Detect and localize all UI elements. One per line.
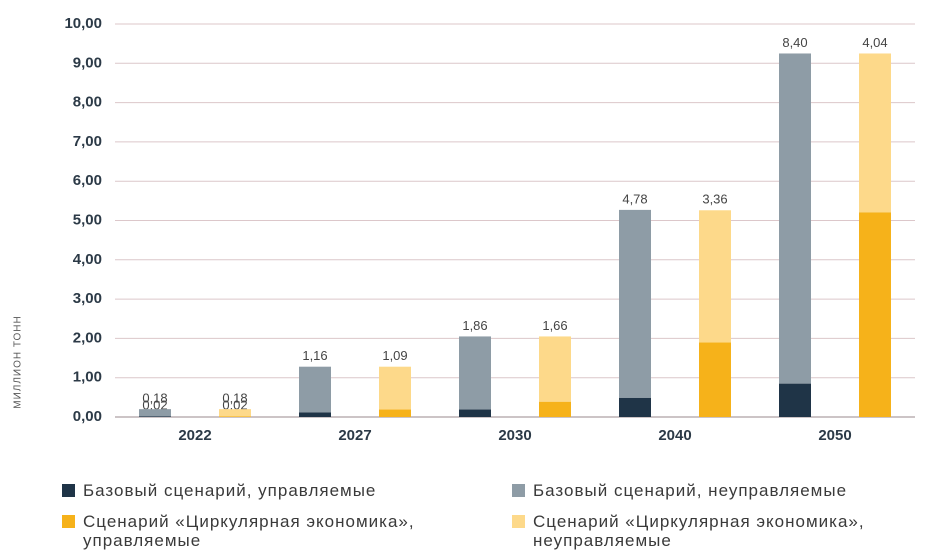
legend-item: Базовый сценарий, неуправляемые xyxy=(512,481,937,500)
y-tick-label: 5,00 xyxy=(73,211,102,228)
value-label: 0,02 xyxy=(142,398,167,413)
bar-segment xyxy=(779,53,811,384)
y-tick-label: 4,00 xyxy=(73,251,102,268)
bar-segment xyxy=(699,210,731,343)
value-label: 1,16 xyxy=(302,348,327,363)
x-tick-label: 2022 xyxy=(178,427,211,444)
bar-segment xyxy=(219,409,251,417)
value-label: 0,18 xyxy=(142,391,167,406)
value-label: 0,18 xyxy=(222,391,247,406)
y-tick-label: 0,00 xyxy=(73,408,102,425)
bar-segment xyxy=(379,409,411,417)
y-tick-label: 9,00 xyxy=(73,54,102,71)
legend-label: Базовый сценарий, управляемые xyxy=(83,481,377,500)
value-label: 4,04 xyxy=(862,35,887,50)
x-tick-label: 2050 xyxy=(818,427,851,444)
legend-label: Сценарий «Циркулярная экономика», неупра… xyxy=(533,512,865,550)
legend-swatch xyxy=(512,484,525,497)
chart: МИЛЛИОН ТОНН 0,00 1,00 2,00 3,00 4,00 5,00 6,0… xyxy=(13,15,915,444)
legend-item: Базовый сценарий, управляемые xyxy=(62,481,492,500)
value-label: 8,40 xyxy=(782,35,807,50)
bar-segment xyxy=(459,409,491,417)
legend-item: Сценарий «Циркулярная экономика», управл… xyxy=(62,512,492,550)
value-label: 1,09 xyxy=(382,348,407,363)
bar-segment xyxy=(859,53,891,213)
bar-segment xyxy=(779,383,811,417)
bar-segment xyxy=(459,336,491,410)
y-tick-label: 2,00 xyxy=(73,329,102,346)
legend-swatch xyxy=(62,515,75,528)
legend-label: Сценарий «Циркулярная экономика», управл… xyxy=(83,512,415,550)
legend-item: Сценарий «Циркулярная экономика», неупра… xyxy=(512,512,937,550)
x-tick-label: 2027 xyxy=(338,427,371,444)
x-tick-label: 2030 xyxy=(498,427,531,444)
bar-segment xyxy=(139,416,171,417)
legend-swatch xyxy=(512,515,525,528)
bar-segment xyxy=(539,336,571,402)
value-label: 1,66 xyxy=(542,318,567,333)
bar-segment xyxy=(619,209,651,398)
bar-segment xyxy=(219,416,251,417)
bar-segment xyxy=(859,212,891,417)
value-label: 3,36 xyxy=(702,192,727,207)
x-tick-label: 2040 xyxy=(658,427,691,444)
y-tick-label: 6,00 xyxy=(73,172,102,189)
bar-segment xyxy=(539,401,571,417)
value-label: 0,02 xyxy=(222,398,247,413)
legend-swatch xyxy=(62,484,75,497)
y-tick-label: 8,00 xyxy=(73,94,102,111)
y-tick-label: 3,00 xyxy=(73,290,102,307)
legend-label: Базовый сценарий, неуправляемые xyxy=(533,481,848,500)
value-label: 1,86 xyxy=(462,318,487,333)
y-tick-label: 7,00 xyxy=(73,133,102,150)
y-axis-label: МИЛЛИОН ТОНН xyxy=(13,315,24,409)
bar-segment xyxy=(299,412,331,417)
y-tick-label: 10,00 xyxy=(64,15,102,32)
bar-segment xyxy=(699,342,731,417)
y-tick-label: 1,00 xyxy=(73,369,102,386)
bar-segment xyxy=(379,366,411,410)
bar-segment xyxy=(139,409,171,417)
bar-segment xyxy=(299,366,331,413)
bar-segment xyxy=(619,397,651,417)
value-label: 4,78 xyxy=(622,191,647,206)
